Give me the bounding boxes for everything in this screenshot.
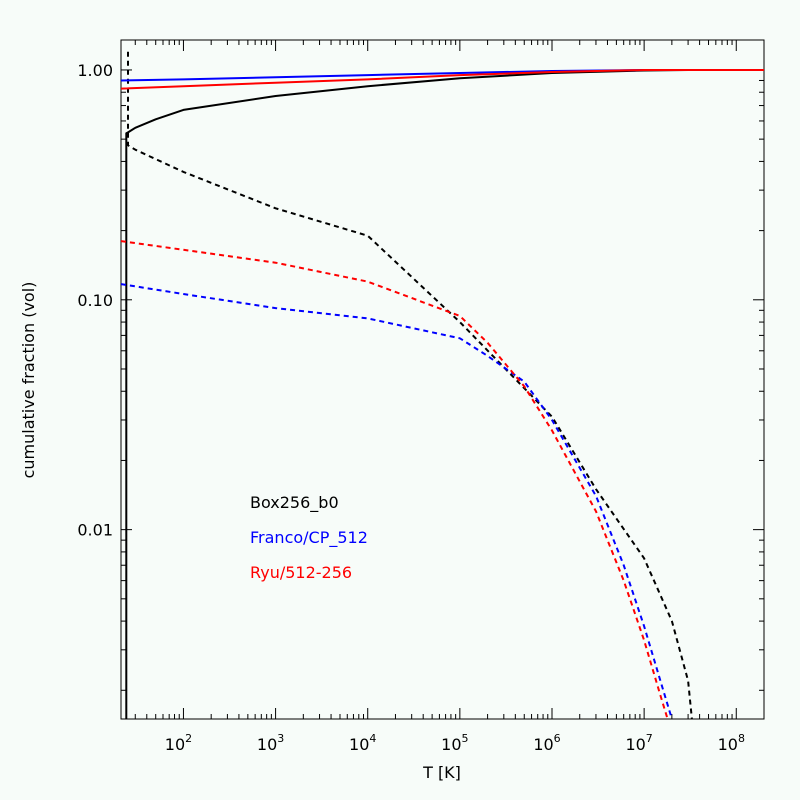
- plot-frame: [120, 39, 765, 720]
- x-tick-label: 107: [625, 732, 652, 754]
- series-line-5: [121, 240, 669, 719]
- x-tick-label: 106: [533, 732, 560, 754]
- axis-ticks: [121, 40, 765, 719]
- x-tick-label: 105: [441, 732, 468, 754]
- y-tick-label: 0.10: [77, 291, 113, 310]
- legend-entry-box256: Box256_b0: [250, 493, 339, 513]
- legend-entry-franco: Franco/CP_512: [250, 528, 368, 548]
- tick-labels: 102 103 104 105 106 107 108 1.00 0.10 0.01: [77, 61, 745, 754]
- series-line-0: [125, 69, 764, 719]
- y-tick-label: 0.01: [77, 521, 113, 540]
- legend-entry-ryu: Ryu/512-256: [250, 563, 352, 582]
- x-axis-label: T [K]: [422, 763, 461, 782]
- series-group: [121, 51, 764, 719]
- series-line-1: [127, 51, 693, 719]
- x-tick-label: 108: [718, 732, 745, 754]
- series-line-3: [121, 283, 673, 719]
- x-tick-label: 102: [165, 732, 192, 754]
- x-tick-label: 103: [257, 732, 284, 754]
- series-line-4: [121, 69, 764, 90]
- y-axis-label: cumulative fraction (vol): [19, 282, 38, 479]
- y-tick-label: 1.00: [77, 61, 113, 80]
- x-tick-label: 104: [349, 732, 376, 754]
